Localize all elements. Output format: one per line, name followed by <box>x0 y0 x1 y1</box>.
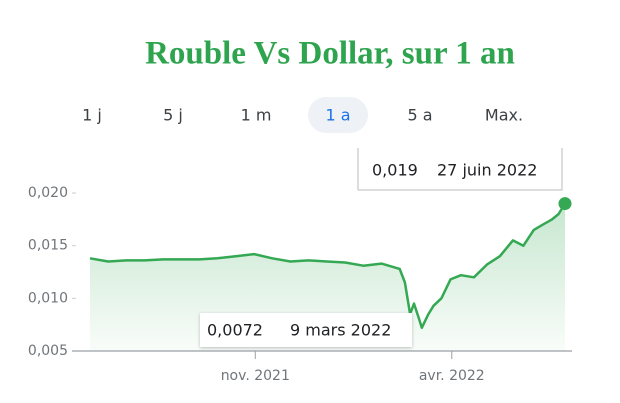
chart-title: Rouble Vs Dollar, sur 1 an <box>145 36 515 72</box>
range-tab[interactable]: Max. <box>485 106 523 125</box>
range-tab[interactable]: 5 j <box>163 106 183 125</box>
low-value: 0,0072 <box>207 321 263 340</box>
y-tick-label: 0,005 <box>28 343 68 359</box>
y-tick-label: 0,015 <box>28 238 68 254</box>
range-tab[interactable]: 5 a <box>407 106 432 125</box>
y-tick-label: 0,010 <box>28 290 68 306</box>
y-tick-label: 0,020 <box>28 185 68 201</box>
tooltip-frame <box>357 148 563 191</box>
x-tick-label: avr. 2022 <box>419 368 485 384</box>
range-tab[interactable]: 1 a <box>325 106 350 125</box>
tab-selected-bg <box>308 97 368 133</box>
low-date: 9 mars 2022 <box>290 321 391 340</box>
tooltip-value: 0,019 <box>372 161 418 180</box>
tooltip-date: 27 juin 2022 <box>437 161 537 180</box>
price-line <box>89 202 567 330</box>
low-label-box <box>200 313 412 347</box>
range-tab[interactable]: 1 j <box>82 106 102 125</box>
x-tick-label: nov. 2021 <box>221 368 290 384</box>
current-point <box>558 197 572 211</box>
range-tab[interactable]: 1 m <box>241 106 272 125</box>
